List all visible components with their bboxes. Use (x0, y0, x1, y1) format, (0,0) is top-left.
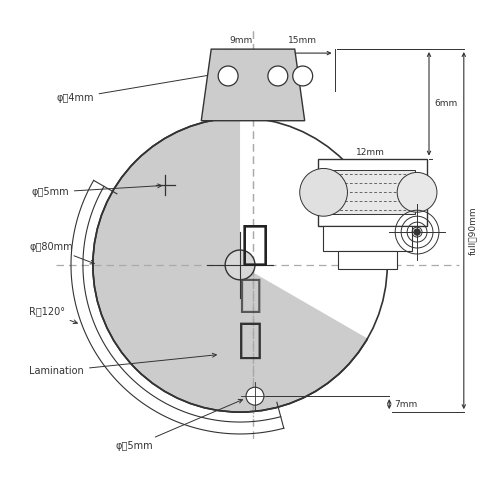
Circle shape (225, 250, 255, 280)
Bar (318, 158, 427, 226)
Circle shape (300, 168, 348, 216)
Bar (326, 170, 415, 214)
Bar (338, 251, 397, 269)
Text: 中: 中 (238, 318, 262, 360)
Wedge shape (240, 116, 389, 340)
Text: 12mm: 12mm (356, 148, 385, 156)
Text: 9mm: 9mm (230, 36, 252, 45)
Polygon shape (202, 49, 304, 120)
Circle shape (414, 229, 420, 235)
Circle shape (397, 172, 437, 212)
Text: 6mm: 6mm (434, 100, 457, 108)
Text: 整: 整 (238, 276, 262, 314)
Circle shape (218, 66, 238, 86)
Text: full＝90mm: full＝90mm (468, 206, 477, 255)
Text: Lamination: Lamination (29, 354, 216, 376)
Circle shape (268, 66, 288, 86)
Circle shape (93, 118, 387, 412)
Text: φ＝4mm: φ＝4mm (56, 74, 212, 103)
Circle shape (246, 387, 264, 405)
Text: φ＝80mm: φ＝80mm (29, 242, 94, 264)
Text: 7mm: 7mm (394, 400, 417, 408)
Circle shape (293, 66, 312, 86)
Text: φ＝5mm: φ＝5mm (31, 184, 162, 198)
Text: 調: 調 (241, 222, 269, 268)
Text: φ＝5mm: φ＝5mm (116, 400, 242, 451)
Bar (322, 226, 412, 251)
Text: 15mm: 15mm (288, 36, 317, 45)
Text: R＝120°: R＝120° (29, 306, 78, 324)
